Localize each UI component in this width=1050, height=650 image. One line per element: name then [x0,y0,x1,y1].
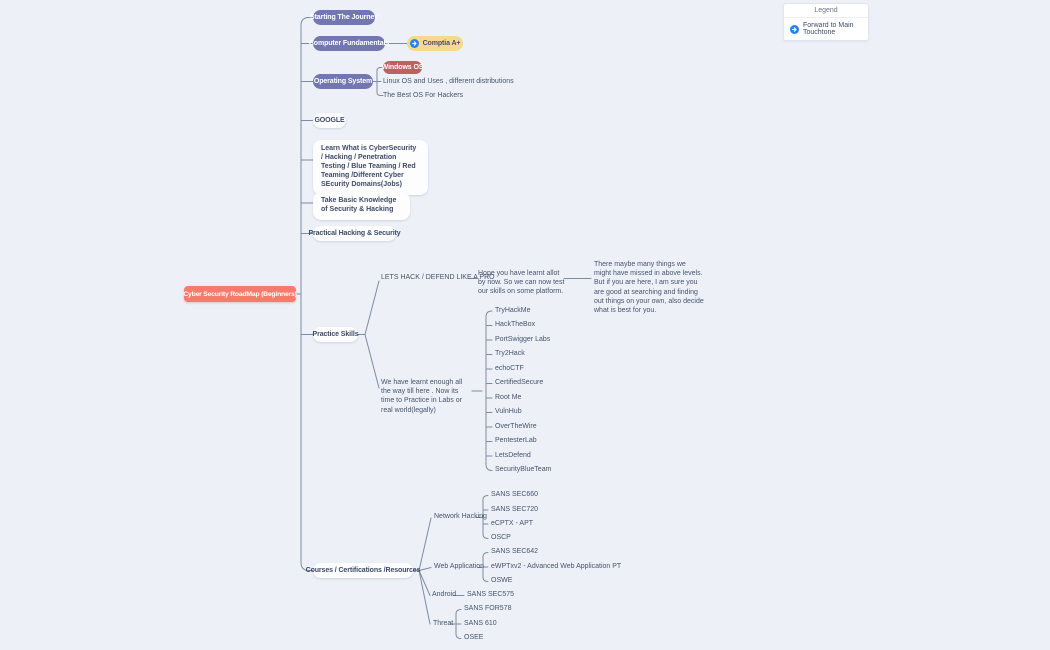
node-sans-sec720[interactable]: SANS SEC720 [491,506,539,513]
node-platform-rootme[interactable]: Root Me [495,394,522,401]
node-platform-certifiedsecure[interactable]: CertifiedSecure [495,379,544,386]
node-starting-the-journey[interactable]: Starting The Journey [310,10,378,25]
node-threat[interactable]: Threat [433,620,454,627]
legend-item-label: Forward to Main Touchtone [803,22,854,36]
node-platform-try2hack[interactable]: Try2Hack [495,350,525,357]
node-linux-os[interactable]: Linux OS and Uses , different distributi… [383,78,514,85]
node-sans-sec575[interactable]: SANS SEC575 [467,591,515,598]
node-platform-hackthebox[interactable]: HackTheBox [495,321,536,328]
note-practice-in-labs[interactable]: We have learnt enough all the way till h… [381,379,463,414]
node-computer-fundamentals[interactable]: Computer Fundamentals [309,36,389,51]
node-google[interactable]: GOOGLE [313,113,346,128]
note-things-missed[interactable]: There maybe many things we might have mi… [594,261,704,315]
node-basic-knowledge[interactable]: Take Basic Knowledge of Security & Hacki… [313,192,410,220]
node-osee[interactable]: OSEE [464,634,484,641]
node-operating-system[interactable]: Operating System [313,74,373,89]
node-best-os-for-hackers[interactable]: The Best OS For Hackers [383,92,464,99]
node-root-topic[interactable]: Cyber Security RoadMap (Beginners) [183,286,297,302]
node-oscp[interactable]: OSCP [491,534,511,541]
node-sans-610[interactable]: SANS 610 [464,620,497,627]
node-platform-pentesterlab[interactable]: PentesterLab [495,437,537,444]
node-lets-hack-defend[interactable]: LETS HACK / DEFEND LIKE A PRO [381,274,495,281]
node-sans-sec660[interactable]: SANS SEC660 [491,491,539,498]
legend-panel: Legend Forward to Main Touchtone [783,3,869,41]
node-practical-hacking[interactable]: Practical Hacking & Security [308,226,401,241]
legend-item: Forward to Main Touchtone [784,18,868,40]
forward-arrow-icon [790,24,799,34]
forward-arrow-icon [409,39,419,48]
node-learn-cybersecurity-domains[interactable]: Learn What is CyberSecurity / Hacking / … [313,140,428,195]
node-platform-overthewire[interactable]: OverTheWire [495,423,537,430]
node-platform-vulnhub[interactable]: VulnHub [495,408,522,415]
node-ecptx-apt[interactable]: eCPTX - APT [491,520,534,527]
node-sans-for578[interactable]: SANS FOR578 [464,605,512,612]
node-web-application[interactable]: Web Application [434,563,485,570]
node-windows-os[interactable]: Windows OS [382,61,423,74]
node-network-hacking[interactable]: Network Hacking [434,513,487,520]
node-sans-sec642[interactable]: SANS SEC642 [491,548,539,555]
node-comptia-a-plus[interactable]: Comptia A+ [407,36,463,51]
node-platform-letsdefend[interactable]: LetsDefend [495,452,531,459]
node-platform-echoctf[interactable]: echoCTF [495,365,524,372]
note-test-skills[interactable]: Hope you have learnt allot by now. So we… [478,270,565,296]
legend-title: Legend [784,4,868,18]
node-practice-skills[interactable]: Practice Skills [313,327,359,342]
node-platform-tryhackme[interactable]: TryHackMe [495,307,531,314]
node-courses-certifications[interactable]: Courses / Certifications /Resources [306,563,420,578]
node-platform-securityblueteam[interactable]: SecurityBlueTeam [495,466,552,473]
node-comptia-label: Comptia A+ [422,40,461,47]
node-oswe[interactable]: OSWE [491,577,513,584]
node-ewptxv2[interactable]: eWPTxv2 - Advanced Web Application PT [491,563,622,570]
node-platform-portswigger[interactable]: PortSwigger Labs [495,336,551,343]
node-android[interactable]: Android [432,591,457,598]
